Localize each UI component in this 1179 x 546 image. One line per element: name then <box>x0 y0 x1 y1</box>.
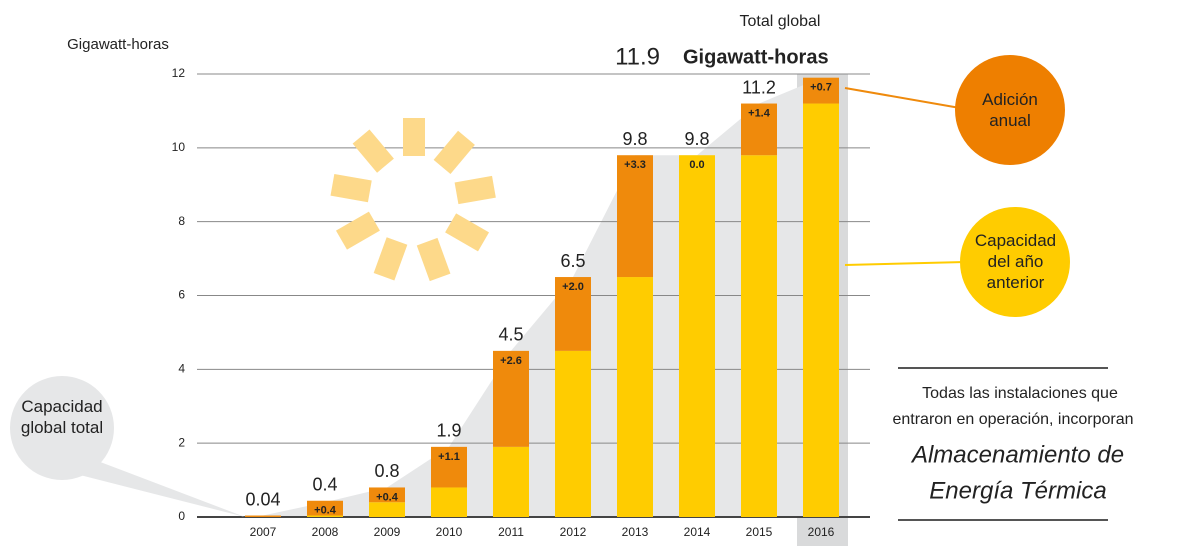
bar-segment <box>307 500 343 516</box>
total-value: 11.9 <box>615 43 660 70</box>
bar-segment <box>617 277 653 517</box>
total-label: 9.8 <box>622 129 647 149</box>
note: entraron en operación, incorporan <box>892 411 1133 428</box>
total-label: 9.8 <box>684 129 709 149</box>
bar-segment <box>617 155 653 278</box>
bar-segment <box>431 487 467 517</box>
x-tick-label: 2009 <box>374 525 401 539</box>
bar-segment <box>431 446 467 488</box>
title: Total global <box>740 13 821 30</box>
value-label: +3.3 <box>624 159 646 171</box>
y-tick-label: 8 <box>178 214 185 228</box>
value-label: +0.7 <box>810 82 832 94</box>
bubble <box>10 376 114 480</box>
legend-label: Capacidad del año anterior <box>974 231 1057 292</box>
connector <box>844 261 966 266</box>
bar-segment <box>369 487 405 503</box>
value-label: +2.0 <box>562 281 584 293</box>
bubble-label: Capacidad global total <box>20 397 104 437</box>
bar-segment <box>493 446 529 517</box>
bubble-tail <box>80 460 245 517</box>
note: Todas las instalaciones que <box>922 385 1118 402</box>
value-label: +0.4 <box>376 491 399 503</box>
bar-segment <box>679 155 715 517</box>
emphasis: Almacenamiento de <box>910 441 1124 468</box>
value-label: +2.6 <box>500 355 522 367</box>
legend-circle <box>960 207 1070 317</box>
total-label: 1.9 <box>436 421 461 441</box>
x-tick-label: 2007 <box>250 525 277 539</box>
value-label: 0.0 <box>689 159 704 171</box>
x-tick-label: 2016 <box>808 525 835 539</box>
value-label: +1.1 <box>438 451 460 463</box>
y-axis-label: Gigawatt-horas <box>67 36 169 53</box>
x-tick-label: 2013 <box>622 525 649 539</box>
value-label: +1.4 <box>748 107 771 119</box>
x-tick-label: 2012 <box>560 525 587 539</box>
sun-icon <box>330 118 496 282</box>
unit: Gigawatt-horas <box>683 46 829 68</box>
bar-segment <box>245 515 281 517</box>
bar-segment <box>741 155 777 517</box>
total-label: 6.5 <box>560 251 585 271</box>
x-tick-label: 2014 <box>684 525 711 539</box>
x-tick-label: 2011 <box>498 525 524 539</box>
legend-label: Adición anual <box>982 90 1038 130</box>
total-label: 4.5 <box>498 325 523 345</box>
connector <box>844 87 961 109</box>
y-tick-label: 12 <box>172 66 186 80</box>
x-tick-label: 2015 <box>746 525 773 539</box>
total-label: 0.4 <box>312 475 337 495</box>
legend-circle <box>955 55 1065 165</box>
bar-segment <box>741 103 777 156</box>
bar-segment <box>555 350 591 517</box>
bar-segment <box>493 350 529 447</box>
emphasis: Energía Térmica <box>929 477 1106 504</box>
y-tick-label: 10 <box>172 140 186 154</box>
bar-segment <box>803 103 839 518</box>
bar-segment <box>555 277 591 351</box>
total-label: 0.04 <box>245 489 280 509</box>
x-tick-label: 2008 <box>312 525 339 539</box>
total-label: 11.2 <box>742 77 776 97</box>
bar-segment <box>369 502 405 517</box>
bar-segment <box>803 77 839 104</box>
y-tick-label: 2 <box>178 435 185 449</box>
total-label: 0.8 <box>374 461 399 481</box>
value-label: +0.4 <box>314 505 337 517</box>
y-tick-label: 4 <box>178 362 185 376</box>
y-tick-label: 0 <box>178 509 185 523</box>
bar-segment <box>307 515 343 517</box>
y-tick-label: 6 <box>178 288 185 302</box>
x-tick-label: 2010 <box>436 525 463 539</box>
